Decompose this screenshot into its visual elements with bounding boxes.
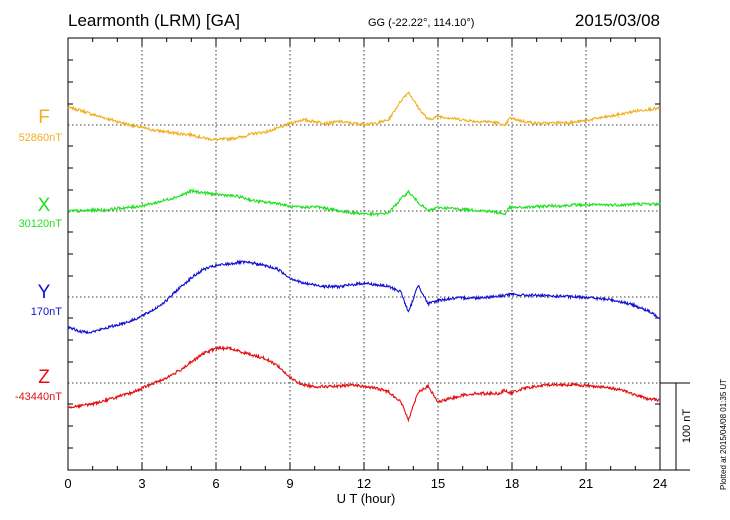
scale-bar-label: 100 nT [681,409,693,444]
x-tick-label: 9 [286,476,293,491]
x-tick-label: 15 [431,476,445,491]
plotted-timestamp: Plotted at 2015/04/08 01:35 UT [719,378,728,490]
component-label-z: Z [38,367,50,388]
coordinates-label: GG (-22.22°, 114.10°) [368,17,475,29]
x-tick-label: 12 [357,476,371,491]
x-tick-label: 24 [653,476,667,491]
x-axis-title: U T (hour) [337,491,396,506]
scale-bar: 100 nT [660,382,693,471]
x-axis-ticks: 0 3 6 9 12 15 18 21 24 [64,37,667,491]
baseline-label-z: -43440nT [14,391,62,403]
series-group [67,90,661,423]
x-tick-label: 6 [212,476,219,491]
baseline-label-x: 30120nT [18,218,62,230]
component-label-y: Y [37,282,51,303]
series-line-x [67,188,661,218]
grid [68,38,660,470]
date-label: 2015/03/08 [574,11,660,30]
baseline-label-y: 170nT [30,306,62,318]
baseline-label-f: 52860nT [18,132,62,144]
x-tick-label: 18 [505,476,519,491]
station-title: Learmonth (LRM) [GA] [68,11,240,30]
x-tick-label: 21 [579,476,593,491]
series-line-y [67,258,661,335]
x-tick-label: 3 [138,476,145,491]
series-line-z [67,345,661,423]
component-label-f: F [38,107,50,128]
series-line-f [67,90,661,142]
x-tick-label: 0 [64,476,71,491]
component-label-x: X [37,195,51,216]
